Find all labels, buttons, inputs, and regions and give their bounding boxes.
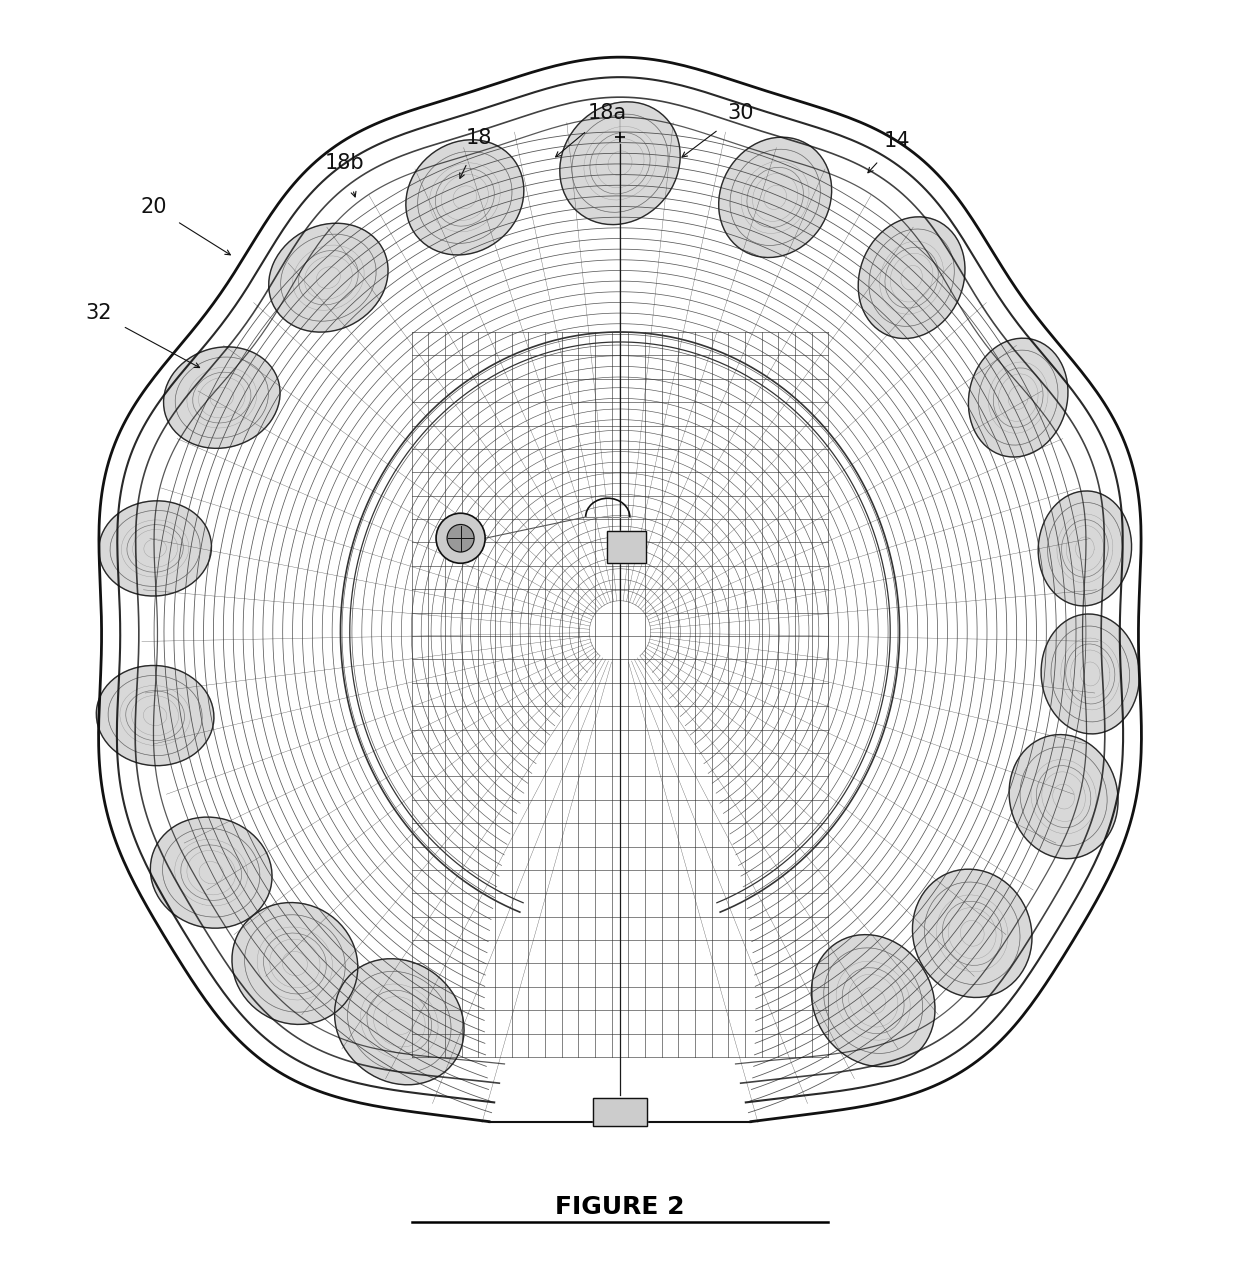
Text: 18: 18 bbox=[466, 128, 492, 148]
Ellipse shape bbox=[232, 902, 358, 1024]
Ellipse shape bbox=[719, 138, 832, 258]
Text: 20: 20 bbox=[141, 197, 167, 217]
Bar bbox=[593, 1098, 647, 1126]
Ellipse shape bbox=[559, 102, 681, 225]
Text: 32: 32 bbox=[86, 303, 112, 324]
Ellipse shape bbox=[1038, 490, 1132, 605]
Ellipse shape bbox=[99, 501, 212, 597]
Text: FIGURE 2: FIGURE 2 bbox=[556, 1194, 684, 1218]
Text: 18b: 18b bbox=[325, 153, 363, 173]
Ellipse shape bbox=[335, 958, 464, 1085]
Bar bbox=[606, 531, 646, 564]
Ellipse shape bbox=[164, 346, 280, 449]
Ellipse shape bbox=[269, 224, 388, 332]
Bar bbox=[593, 1098, 647, 1126]
Text: 18a: 18a bbox=[588, 104, 627, 123]
Ellipse shape bbox=[858, 217, 965, 339]
Ellipse shape bbox=[150, 817, 272, 928]
Polygon shape bbox=[98, 57, 1142, 1121]
Circle shape bbox=[448, 525, 474, 552]
Ellipse shape bbox=[811, 934, 935, 1067]
Ellipse shape bbox=[1009, 734, 1118, 858]
Text: 30: 30 bbox=[727, 104, 754, 123]
Ellipse shape bbox=[913, 870, 1032, 997]
Ellipse shape bbox=[968, 339, 1068, 458]
Bar bbox=[606, 531, 646, 564]
Ellipse shape bbox=[1042, 614, 1140, 734]
Ellipse shape bbox=[405, 140, 523, 255]
Text: 14: 14 bbox=[884, 130, 910, 150]
Ellipse shape bbox=[97, 665, 215, 766]
Circle shape bbox=[436, 513, 485, 564]
